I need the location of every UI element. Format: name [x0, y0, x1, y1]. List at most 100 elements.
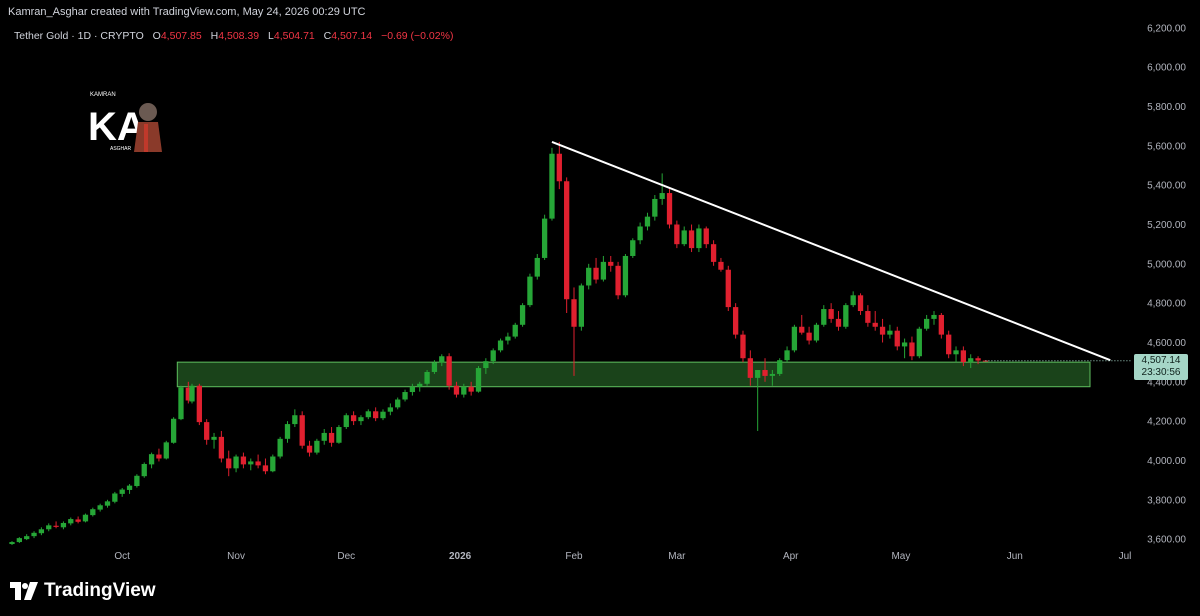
candle-body: [431, 362, 438, 372]
candle-body: [901, 342, 908, 347]
candle-body: [156, 454, 162, 459]
candle-body: [358, 417, 364, 422]
candle-body: [270, 456, 276, 472]
descending-trendline: [551, 141, 1111, 362]
x-tick-label: May: [891, 551, 910, 562]
candle-body: [373, 411, 379, 419]
candle-body: [857, 295, 864, 312]
candle-body: [178, 387, 184, 420]
candle-body: [126, 485, 133, 490]
support-zone: [176, 361, 1091, 388]
candle-body: [226, 458, 232, 469]
candle-body: [409, 386, 416, 393]
candle-body: [740, 334, 746, 359]
candle-body: [835, 318, 842, 327]
candle-body: [916, 328, 922, 357]
candle-body: [68, 519, 74, 524]
candle-body: [16, 538, 22, 543]
candle-body: [519, 305, 526, 325]
candle-body: [292, 415, 298, 425]
candle-body: [578, 285, 585, 327]
candle-body: [946, 334, 952, 355]
candle-body: [90, 509, 96, 516]
candle-body: [365, 411, 371, 418]
candle-body: [82, 514, 89, 522]
candle-body: [960, 350, 967, 363]
symbol-title: Tether Gold · 1D · CRYPTO: [14, 30, 144, 42]
candle-body: [696, 228, 702, 249]
y-tick-label: 4,200.00: [1147, 417, 1186, 428]
y-tick-label: 6,200.00: [1147, 23, 1186, 34]
candle-body: [938, 314, 944, 335]
candle-body: [505, 336, 511, 341]
candle-body: [909, 342, 915, 357]
candle-body: [97, 505, 103, 510]
candle-body: [218, 436, 225, 459]
candle-body: [248, 461, 254, 465]
candle-body: [170, 418, 177, 443]
candle-body: [630, 240, 636, 256]
candle-body: [931, 314, 937, 319]
y-tick-label: 3,800.00: [1147, 495, 1186, 506]
candle-body: [813, 324, 820, 341]
candle-body: [600, 261, 607, 280]
candle-body: [240, 456, 247, 465]
x-tick-label: Dec: [337, 551, 355, 562]
candle-body: [791, 326, 798, 351]
candle-body: [710, 244, 717, 262]
candle-body: [163, 442, 169, 459]
candle-body: [306, 445, 313, 453]
candle-body: [777, 360, 783, 374]
candle-body: [762, 370, 768, 376]
x-tick-label: Mar: [668, 551, 686, 562]
candle-body: [615, 265, 621, 296]
x-tick-label: Nov: [227, 551, 245, 562]
candle-body: [46, 525, 52, 530]
candle-body: [9, 542, 15, 545]
y-tick-label: 4,600.00: [1147, 338, 1186, 349]
candle-body: [725, 269, 731, 308]
tradingview-logo-icon: [10, 582, 38, 600]
y-tick-label: 4,000.00: [1147, 456, 1186, 467]
candle-body: [233, 456, 239, 469]
candle-body: [204, 422, 210, 440]
x-tick-label: Oct: [114, 551, 130, 562]
ohlc-open: O4,507.85: [152, 30, 202, 42]
ohlc-low: L4,504.71: [268, 30, 315, 42]
candle-body: [688, 230, 695, 249]
candle-body: [968, 358, 974, 363]
candle-body: [732, 307, 739, 335]
candle-body: [872, 322, 878, 327]
candle-body: [534, 257, 540, 277]
x-tick-label: Jul: [1119, 551, 1132, 562]
candles: [9, 141, 989, 545]
price-change: −0.69 (−0.02%): [381, 30, 454, 42]
candle-body: [314, 440, 320, 453]
svg-text:ASGHAR: ASGHAR: [110, 146, 132, 152]
candle-body: [112, 493, 118, 502]
candle-body: [887, 330, 893, 335]
candle-body: [475, 368, 482, 392]
candle-body: [483, 361, 489, 369]
candle-body: [328, 432, 335, 443]
candle-body: [343, 415, 349, 428]
candle-body: [453, 385, 460, 395]
candle-body: [681, 230, 687, 245]
tradingview-wordmark: TradingView: [44, 580, 156, 601]
candle-body: [395, 399, 401, 408]
candle-body: [31, 532, 37, 537]
ohlc-high: H4,508.39: [210, 30, 260, 42]
candle-body: [497, 340, 504, 351]
candle-body: [637, 226, 643, 241]
candle-body: [769, 373, 776, 376]
candle-body: [571, 299, 577, 327]
candle-body: [564, 181, 570, 300]
svg-text:KAMRAN: KAMRAN: [90, 92, 116, 98]
candle-body: [211, 436, 217, 440]
candle-body: [60, 522, 67, 528]
candle-body: [446, 356, 452, 386]
x-tick-label: Jun: [1007, 551, 1023, 562]
candle-body: [879, 326, 886, 335]
candle-body: [468, 386, 474, 392]
